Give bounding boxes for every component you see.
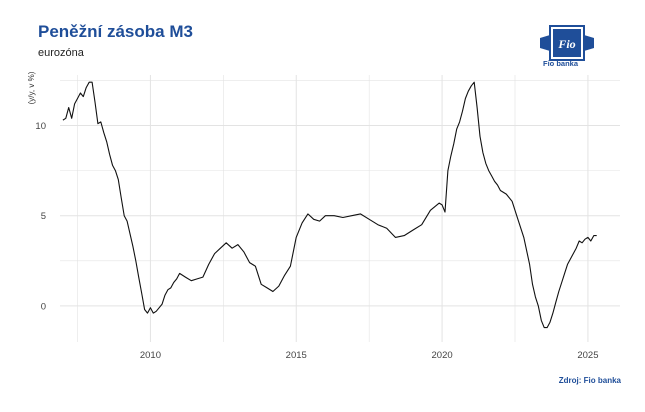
y-tick-label: 5 bbox=[41, 211, 46, 222]
y-tick-label: 10 bbox=[35, 121, 46, 132]
fio-banka-logo: Fio bbox=[540, 25, 594, 61]
x-tick-label: 2025 bbox=[577, 350, 598, 361]
x-tick-label: 2015 bbox=[286, 350, 307, 361]
x-axis-ticks: 2010 2015 2020 2025 bbox=[140, 350, 599, 361]
y-axis-ticks: 0 5 10 bbox=[35, 121, 46, 312]
chart-subtitle: eurozóna bbox=[38, 47, 84, 59]
y-axis-label: (y/y, v %) bbox=[27, 71, 36, 104]
logo-emblem-text: Fio bbox=[557, 37, 575, 51]
grid-lines bbox=[60, 75, 620, 342]
source-note: Zdroj: Fio banka bbox=[558, 376, 621, 385]
m3-series-line bbox=[62, 81, 597, 329]
x-tick-label: 2010 bbox=[140, 350, 161, 361]
y-tick-label: 0 bbox=[41, 301, 46, 312]
logo-brand-text: Fio banka bbox=[543, 59, 579, 68]
x-tick-label: 2020 bbox=[432, 350, 453, 361]
chart-title: Peněžní zásoba M3 bbox=[38, 22, 193, 41]
flag-emblem-icon: Fio bbox=[540, 25, 594, 61]
